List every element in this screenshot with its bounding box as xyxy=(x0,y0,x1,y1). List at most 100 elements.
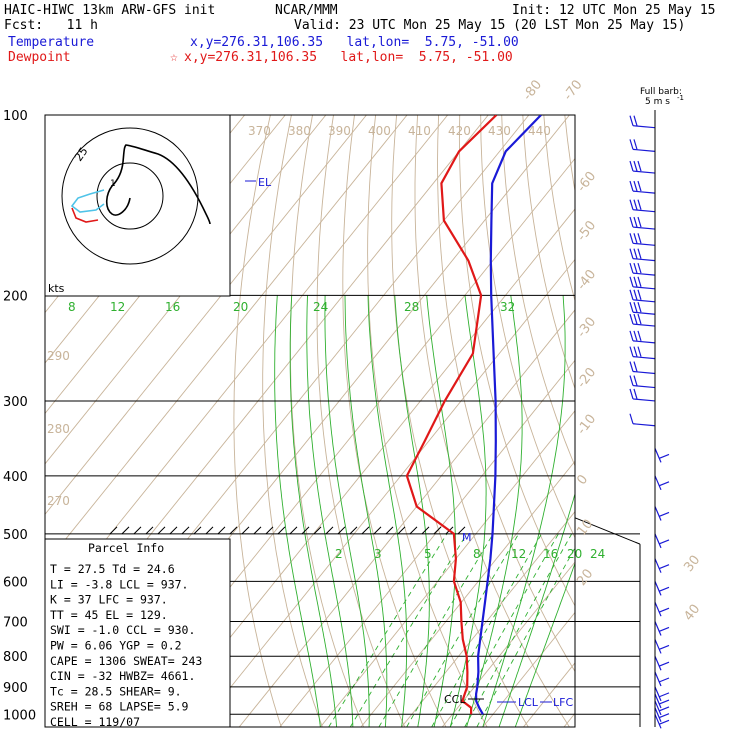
wind-barb-flag xyxy=(637,180,642,192)
saturated-adiabat-line xyxy=(449,295,487,727)
header-valid: Valid: 23 UTC Mon 25 May 15 (20 LST Mon … xyxy=(294,18,686,33)
hatch-mark xyxy=(241,526,250,535)
hatch-mark xyxy=(253,526,262,535)
isotherm-line xyxy=(45,115,408,566)
hatch-mark xyxy=(349,526,358,535)
marker-lcl: LCL xyxy=(518,696,539,709)
wind-barb-shaft xyxy=(654,639,662,654)
mixing-ratio-label: 12 xyxy=(511,547,526,561)
parcel-row: SWI = -1.0 CCL = 930. xyxy=(50,623,195,637)
header-fcst: Fcst: 11 h xyxy=(4,18,98,33)
legend-temperature-location: x,y=276.31,106.35 lat,lon= 5.75, -51.00 xyxy=(190,35,519,50)
parcel-info-box: Parcel Info T = 27.5 Td = 24.6LI = -3.8 … xyxy=(44,538,231,729)
hatch-mark xyxy=(265,526,274,535)
wind-barb-flag xyxy=(637,248,642,259)
wind-barb-shaft xyxy=(654,601,662,617)
mixing-ratio-label: 8 xyxy=(473,547,481,561)
wind-barb xyxy=(654,448,670,463)
wind-barb-flag xyxy=(658,511,670,518)
wind-barb-flag xyxy=(629,262,634,274)
saturated-adiabat-line xyxy=(514,562,575,727)
marker-el: EL xyxy=(258,176,272,189)
hatch-mark xyxy=(361,526,370,535)
isotherm-line xyxy=(441,561,575,727)
wind-barb xyxy=(629,262,656,276)
hatch-mark xyxy=(397,526,406,535)
theta-label: 390 xyxy=(328,124,351,138)
wind-barb-flag xyxy=(633,199,638,210)
parcel-row: CAPE = 1306 SWEAT= 243 xyxy=(50,654,202,668)
wind-barb xyxy=(629,160,656,174)
theta-label: 420 xyxy=(448,124,471,138)
wind-barb-shaft xyxy=(654,714,662,729)
wind-barb-flag xyxy=(658,692,670,698)
wind-barb-shaft xyxy=(654,475,662,491)
wind-barb xyxy=(654,639,670,654)
pressure-label-1000: 1000 xyxy=(3,708,36,723)
parcel-row: Tc = 28.5 SHEAR= 9. xyxy=(50,684,182,698)
hodograph: 25 kts 1 xyxy=(44,114,231,297)
wind-barb-shaft xyxy=(654,671,662,687)
wind-barb xyxy=(629,180,656,194)
wind-barb xyxy=(654,475,670,491)
saturated-adiabat-line xyxy=(498,492,575,727)
wind-barb xyxy=(629,313,656,327)
wind-barb-flag xyxy=(633,330,638,342)
pressure-label-800: 800 xyxy=(3,650,28,665)
wind-barb-flag xyxy=(633,346,638,357)
isotherm-line xyxy=(198,258,575,727)
isotherm-line xyxy=(45,115,367,516)
wind-barb-shaft xyxy=(654,558,662,573)
mixing-ratio-label: 16 xyxy=(543,547,558,561)
hatch-mark xyxy=(205,526,214,535)
wind-barb-shaft xyxy=(632,356,656,360)
hatch-mark xyxy=(133,526,142,535)
hatch-mark xyxy=(157,526,166,535)
wind-barb-flag xyxy=(629,216,634,228)
wind-barb-flag xyxy=(658,481,670,487)
wind-barb-shaft xyxy=(632,258,656,262)
wind-barb-shaft xyxy=(632,340,656,344)
theta-label: 380 xyxy=(288,124,311,138)
theta-left-label: 290 xyxy=(47,349,70,363)
dry-adiabat-line xyxy=(414,115,570,727)
parcel-row: SREH = 68 LAPSE= 5.9 xyxy=(50,700,189,714)
theta-left-label: 270 xyxy=(47,494,70,508)
pressure-label-900: 900 xyxy=(3,681,28,696)
isotherm-line xyxy=(157,208,575,727)
isotherm-label: -80 xyxy=(520,77,545,103)
mixing-ratio-label: 3 xyxy=(374,547,382,561)
wind-barb-flag xyxy=(629,346,634,357)
hatch-mark xyxy=(193,526,202,535)
wind-barb-flag xyxy=(629,160,634,172)
isotherm-line xyxy=(45,115,327,465)
mixing-ratio-label: 24 xyxy=(590,547,605,561)
hatch-mark xyxy=(121,526,130,535)
wind-barb-shaft xyxy=(654,707,662,722)
wind-barb-flag xyxy=(658,706,670,712)
pressure-label-600: 600 xyxy=(3,575,28,590)
wind-barb xyxy=(654,714,670,729)
wind-barb-flag xyxy=(629,248,634,259)
wind-barb-flag xyxy=(633,160,638,172)
wind-barb-flag xyxy=(633,375,638,386)
theta-e-label: 28 xyxy=(404,300,419,314)
wind-barb xyxy=(629,346,656,360)
wind-barb-flag xyxy=(633,233,638,244)
wind-barb-flag xyxy=(658,607,670,613)
hatch-mark xyxy=(337,526,346,535)
hatch-mark xyxy=(229,526,238,535)
wind-barb-flag xyxy=(629,302,634,313)
saturated-adiabat-line xyxy=(426,295,456,727)
wind-barb-flag xyxy=(629,276,634,287)
theta-e-label: 20 xyxy=(233,300,248,314)
wind-barb xyxy=(654,506,670,521)
wind-barb-flag xyxy=(633,262,638,274)
wind-barb-shaft xyxy=(632,226,656,230)
hatch-mark xyxy=(373,526,382,535)
wind-barb-shaft xyxy=(654,655,662,671)
saturated-adiabat-line xyxy=(367,295,408,727)
mixing-ratio-line xyxy=(449,533,559,727)
wind-barb-flag xyxy=(629,180,634,192)
hatch-mark xyxy=(181,526,190,535)
